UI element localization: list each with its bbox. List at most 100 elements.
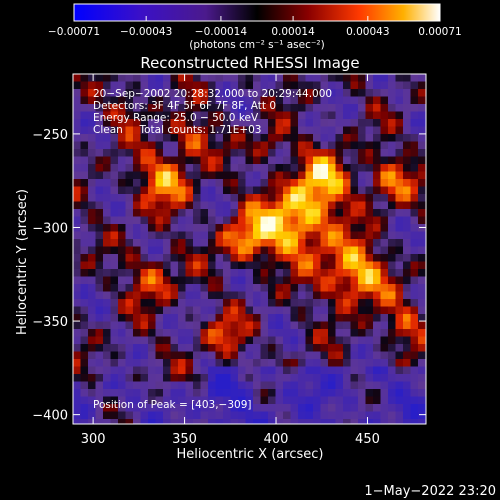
heatmap-cell: [163, 156, 172, 165]
heatmap-cell: [238, 194, 247, 203]
heatmap-cell: [110, 141, 119, 150]
heatmap-cell: [395, 74, 404, 83]
heatmap-cell: [365, 359, 374, 368]
heatmap-cell: [230, 134, 239, 143]
heatmap-cell: [425, 141, 426, 150]
heatmap-cell: [88, 314, 97, 323]
heatmap-cell: [178, 411, 187, 420]
heatmap-cell: [185, 261, 194, 270]
heatmap-cell: [268, 351, 277, 360]
heatmap-cell: [110, 261, 119, 270]
heatmap-cell: [260, 404, 269, 413]
heatmap-cell: [110, 284, 119, 293]
heatmap-cell: [88, 246, 97, 255]
heatmap-cell: [260, 209, 269, 218]
heatmap-cell: [305, 96, 314, 105]
heatmap-cell: [170, 389, 179, 398]
heatmap-cell: [73, 276, 82, 285]
heatmap-cell: [223, 231, 232, 240]
heatmap-cell: [418, 224, 426, 233]
heatmap-cell: [425, 254, 426, 263]
heatmap-cell: [320, 246, 329, 255]
heatmap-cell: [320, 74, 329, 83]
heatmap-cell: [125, 216, 134, 225]
heatmap-cell: [403, 119, 412, 128]
heatmap-cell: [268, 366, 277, 375]
heatmap-cell: [380, 329, 389, 338]
heatmap-cell: [193, 111, 202, 120]
heatmap-cell: [215, 104, 224, 113]
heatmap-cell: [260, 336, 269, 345]
heatmap-cell: [200, 186, 209, 195]
heatmap-cell: [208, 209, 217, 218]
heatmap-cell: [275, 336, 284, 345]
heatmap-cell: [110, 149, 119, 158]
heatmap-cell: [223, 299, 232, 308]
heatmap-cell: [140, 74, 149, 83]
heatmap-cell: [343, 134, 352, 143]
heatmap-cell: [245, 321, 254, 330]
heatmap-cell: [335, 269, 344, 278]
heatmap-cell: [410, 216, 419, 225]
heatmap-cell: [223, 96, 232, 105]
heatmap-cell: [313, 201, 322, 210]
heatmap-cell: [118, 321, 127, 330]
heatmap-cell: [290, 141, 299, 150]
heatmap-cell: [365, 216, 374, 225]
heatmap-cell: [103, 321, 112, 330]
heatmap-cell: [373, 284, 382, 293]
heatmap-cell: [283, 179, 292, 188]
heatmap-cell: [200, 254, 209, 263]
heatmap-cell: [103, 104, 112, 113]
heatmap-cell: [245, 231, 254, 240]
heatmap-cell: [253, 216, 262, 225]
heatmap-cell: [110, 239, 119, 248]
heatmap-cell: [365, 336, 374, 345]
heatmap-cell: [170, 186, 179, 195]
heatmap-cell: [298, 419, 307, 424]
heatmap-cell: [275, 231, 284, 240]
heatmap-cell: [185, 359, 194, 368]
heatmap-cell: [388, 381, 397, 390]
heatmap-cell: [328, 194, 337, 203]
heatmap-cell: [275, 246, 284, 255]
heatmap-cell: [373, 336, 382, 345]
heatmap-cell: [290, 89, 299, 98]
heatmap-cell: [395, 246, 404, 255]
heatmap-cell: [275, 141, 284, 150]
heatmap-cell: [253, 89, 262, 98]
heatmap-cell: [305, 104, 314, 113]
heatmap-cell: [163, 396, 172, 405]
heatmap-cell: [73, 374, 82, 383]
heatmap-cell: [163, 404, 172, 413]
heatmap-cell: [320, 224, 329, 233]
heatmap-cell: [260, 179, 269, 188]
heatmap-cell: [253, 156, 262, 165]
heatmap-cell: [73, 81, 82, 90]
heatmap-cell: [298, 396, 307, 405]
heatmap-cell: [283, 344, 292, 353]
heatmap-cell: [148, 224, 157, 233]
heatmap-cell: [95, 351, 104, 360]
heatmap-cell: [350, 164, 359, 173]
heatmap-cell: [418, 284, 426, 293]
heatmap-cell: [253, 351, 262, 360]
heatmap-cell: [193, 224, 202, 233]
heatmap-cell: [268, 171, 277, 180]
heatmap-cell: [103, 366, 112, 375]
heatmap-cell: [358, 171, 367, 180]
heatmap-cell: [133, 149, 142, 158]
heatmap-cell: [373, 366, 382, 375]
heatmap-cell: [230, 126, 239, 135]
heatmap-cell: [395, 111, 404, 120]
heatmap-cell: [170, 291, 179, 300]
heatmap-cell: [305, 216, 314, 225]
heatmap-cell: [388, 164, 397, 173]
heatmap-cell: [193, 291, 202, 300]
heatmap-cell: [275, 419, 284, 424]
heatmap-cell: [185, 104, 194, 113]
heatmap-cell: [178, 381, 187, 390]
heatmap-cell: [373, 201, 382, 210]
heatmap-cell: [200, 74, 209, 83]
heatmap-cell: [238, 149, 247, 158]
